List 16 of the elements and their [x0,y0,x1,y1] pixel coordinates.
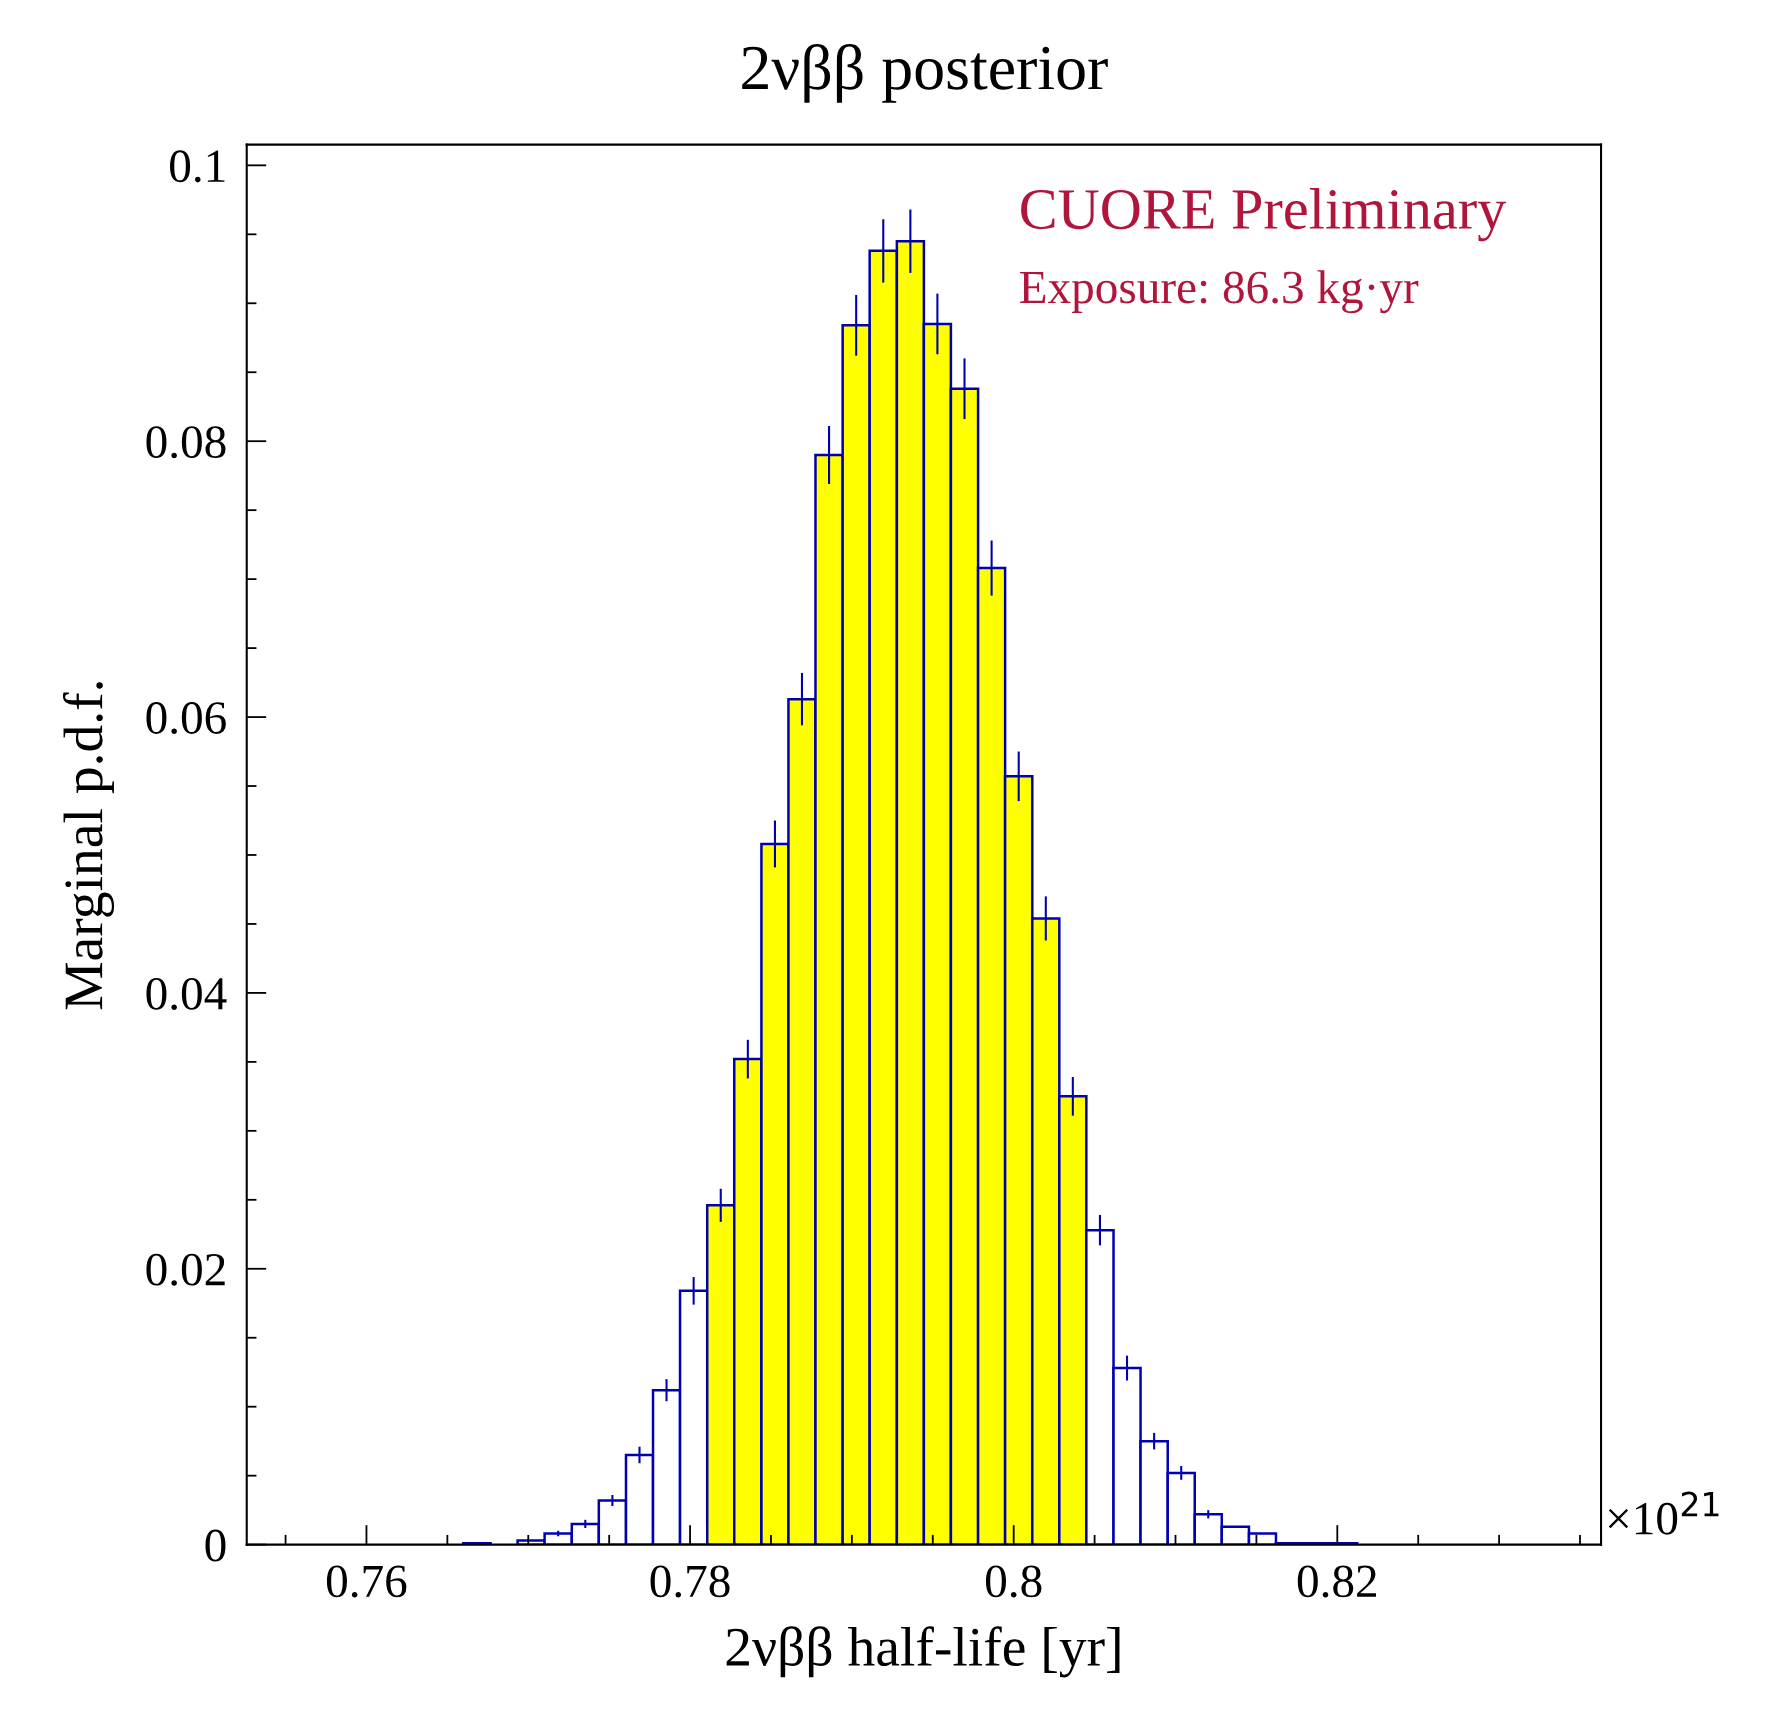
annotation: Exposure: 86.3 kg·yr [1020,270,1419,314]
x-tick-label: 0.78 [650,1565,730,1598]
x-tick-label: 0.82 [1297,1565,1377,1598]
chart-title: 2νββ posterior [742,44,1108,103]
y-axis-title: Marginal p.d.f. [62,682,115,1010]
text: ×10$^{21}$ [1608,1491,1719,1535]
x-tick-label: 0.76 [326,1565,407,1598]
y-tick-label: 0.1 [170,150,225,183]
annotation: CUORE Preliminary [1021,188,1507,242]
y-tick-label: 0 [205,1529,226,1562]
x-tick-label: 0.8 [985,1565,1042,1598]
y-tick-label: 0.06 [146,702,226,735]
x-axis-title: 2νββ half-life [yr] [726,1626,1120,1678]
y-tick-label: 0.02 [146,1253,225,1286]
y-tick-label: 0.04 [146,977,227,1010]
y-tick-label: 0.08 [146,426,226,459]
